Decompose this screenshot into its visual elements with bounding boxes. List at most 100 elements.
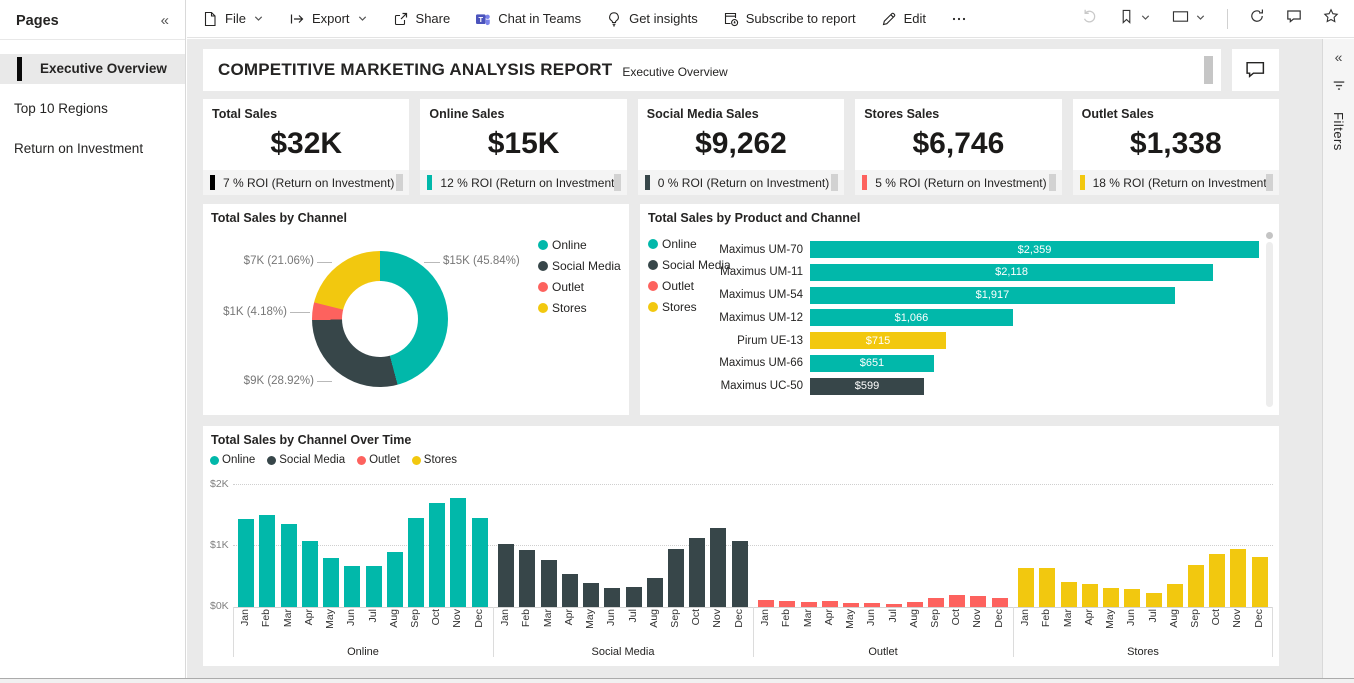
refresh-button[interactable] [1249, 8, 1265, 29]
star-icon [1323, 8, 1339, 29]
column-stores-jul[interactable] [1146, 593, 1162, 607]
filter-icon[interactable] [1332, 79, 1346, 98]
view-button[interactable] [1172, 9, 1206, 29]
column-social-media-dec[interactable] [732, 541, 748, 607]
column-stores-nov[interactable] [1230, 549, 1246, 607]
comments-button[interactable] [1286, 8, 1302, 29]
bar-maximus-um-12[interactable]: $1,066 [810, 309, 1013, 326]
column-outlet-feb[interactable] [779, 601, 795, 607]
legend-item-stores[interactable]: Stores [412, 453, 457, 467]
column-outlet-aug[interactable] [907, 602, 923, 607]
kpi-scrollbar[interactable] [1049, 174, 1056, 191]
toolbar-export-button[interactable]: Export [289, 11, 368, 27]
column-social-media-apr[interactable] [562, 574, 578, 607]
toolbar-share-button[interactable]: Share [393, 11, 451, 27]
kpi-scrollbar[interactable] [1266, 174, 1273, 191]
toolbar-chat-in-teams-button[interactable]: TChat in Teams [475, 11, 581, 27]
column-online-apr[interactable] [302, 541, 318, 607]
month-label: Aug [648, 609, 660, 628]
kpi-roi-strip: 18 % ROI (Return on Investment) [1073, 170, 1279, 195]
sidebar-item-executive-overview[interactable]: Executive Overview [0, 54, 185, 84]
column-online-jun[interactable] [344, 566, 360, 607]
toolbar-edit-button[interactable]: Edit [881, 11, 926, 27]
title-scrollbar[interactable] [1204, 56, 1213, 84]
legend-item-stores[interactable]: Stores [538, 297, 621, 318]
column-stores-feb[interactable] [1039, 568, 1055, 607]
column-online-dec[interactable] [472, 518, 488, 607]
bar-maximus-um-66[interactable]: $651 [810, 355, 934, 372]
column-stores-may[interactable] [1103, 588, 1119, 607]
column-online-may[interactable] [323, 558, 339, 607]
column-social-media-oct[interactable] [689, 538, 705, 608]
column-social-media-aug[interactable] [647, 578, 663, 607]
column-online-jul[interactable] [366, 566, 382, 607]
column-stores-apr[interactable] [1082, 584, 1098, 607]
column-outlet-jul[interactable] [886, 604, 902, 607]
column-online-nov[interactable] [450, 498, 466, 607]
bar-maximus-uc-50[interactable]: $599 [810, 378, 924, 395]
bar-maximus-um-70[interactable]: $2,359 [810, 241, 1259, 258]
column-online-jan[interactable] [238, 519, 254, 607]
filters-label[interactable]: Filters [1331, 112, 1346, 151]
filters-collapse-icon[interactable]: « [1335, 49, 1343, 65]
column-social-media-jul[interactable] [626, 587, 642, 607]
column-outlet-may[interactable] [843, 603, 859, 607]
column-stores-jan[interactable] [1018, 568, 1034, 607]
column-social-media-may[interactable] [583, 583, 599, 607]
column-outlet-dec[interactable] [992, 598, 1008, 607]
comment-button[interactable] [1232, 49, 1279, 91]
column-social-media-nov[interactable] [710, 528, 726, 607]
column-stores-dec[interactable] [1252, 557, 1268, 607]
chevron-down-icon [357, 13, 368, 24]
toolbar-subscribe-to-report-button[interactable]: Subscribe to report [723, 11, 856, 27]
column-outlet-oct[interactable] [949, 595, 965, 607]
donut-chart[interactable] [312, 251, 448, 387]
column-social-media-sep[interactable] [668, 549, 684, 607]
kpi-scrollbar[interactable] [614, 174, 621, 191]
column-stores-sep[interactable] [1188, 565, 1204, 607]
column-social-media-feb[interactable] [519, 550, 535, 607]
kpi-scrollbar[interactable] [831, 174, 838, 191]
column-outlet-nov[interactable] [970, 596, 986, 607]
column-stores-jun[interactable] [1124, 589, 1140, 607]
column-social-media-jan[interactable] [498, 544, 514, 607]
column-online-aug[interactable] [387, 552, 403, 607]
legend-item-social-media[interactable]: Social Media [267, 453, 345, 467]
scrollbar-thumb[interactable] [1266, 232, 1273, 239]
pages-collapse-icon[interactable]: « [161, 12, 169, 29]
toolbar-file-button[interactable]: File [202, 11, 264, 27]
sidebar-item-top-10-regions[interactable]: Top 10 Regions [0, 94, 185, 124]
legend-item-online[interactable]: Online [538, 234, 621, 255]
bookmarks-button[interactable] [1119, 9, 1151, 29]
column-online-oct[interactable] [429, 503, 445, 608]
bar-maximus-um-11[interactable]: $2,118 [810, 264, 1213, 281]
column-online-mar[interactable] [281, 524, 297, 607]
favorite-button[interactable] [1323, 8, 1339, 29]
column-social-media-jun[interactable] [604, 588, 620, 607]
column-social-media-mar[interactable] [541, 560, 557, 607]
legend-item-outlet[interactable]: Outlet [357, 453, 400, 467]
column-outlet-jun[interactable] [864, 603, 880, 607]
bar-pirum-ue-13[interactable]: $715 [810, 332, 946, 349]
bar-maximus-um-54[interactable]: $1,917 [810, 287, 1175, 304]
sidebar-item-return-on-investment[interactable]: Return on Investment [0, 134, 185, 164]
column-online-sep[interactable] [408, 518, 424, 607]
month-label: Mar [1062, 609, 1074, 627]
legend-item-social-media[interactable]: Social Media [538, 255, 621, 276]
column-outlet-apr[interactable] [822, 601, 838, 607]
column-outlet-mar[interactable] [801, 602, 817, 607]
toolbar-get-insights-button[interactable]: Get insights [606, 11, 698, 27]
toolbar-more-options-button[interactable] [951, 11, 967, 27]
kpi-scrollbar[interactable] [396, 174, 403, 191]
vertical-scrollbar[interactable] [1266, 242, 1273, 407]
column-stores-aug[interactable] [1167, 584, 1183, 607]
column-stores-oct[interactable] [1209, 554, 1225, 608]
y-axis-label: $1K [210, 539, 229, 551]
column-outlet-sep[interactable] [928, 598, 944, 607]
legend-item-outlet[interactable]: Outlet [538, 276, 621, 297]
column-outlet-jan[interactable] [758, 600, 774, 607]
column-online-feb[interactable] [259, 515, 275, 607]
column-stores-mar[interactable] [1061, 582, 1077, 607]
toolbar-left: File Export Share TChat in Teams Get insight… [202, 11, 1081, 27]
legend-item-online[interactable]: Online [210, 453, 255, 467]
